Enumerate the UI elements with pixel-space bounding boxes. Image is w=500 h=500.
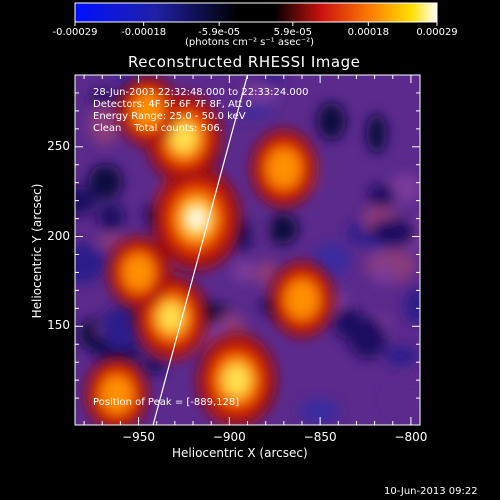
solar-limb-line <box>152 75 249 425</box>
chart-title: Reconstructed RHESSI Image <box>128 53 361 71</box>
source-core <box>171 123 197 153</box>
y-tick-label: 200 <box>47 228 70 243</box>
source-inner <box>267 148 301 188</box>
colorbar-tick-label: 5.9e-05 <box>273 27 312 38</box>
y-tick-label: 250 <box>47 138 70 153</box>
mottle-blob <box>88 164 123 200</box>
colorbar-tick-label: 0.00029 <box>416 27 458 38</box>
mottle-blob <box>372 263 395 285</box>
mottle-blob <box>387 173 420 204</box>
generated-date: 10-Jun-2013 09:22 <box>384 486 478 497</box>
source-inner <box>101 375 133 414</box>
source-core <box>223 364 250 396</box>
source-inner <box>285 280 319 319</box>
x-tick-label: −800 <box>394 430 428 444</box>
peak-position-label: Position of Peak = [-889,128] <box>93 397 240 408</box>
mottle-blob <box>244 83 279 104</box>
colorbar-tick-label: -0.00029 <box>52 27 98 38</box>
mottle-blob <box>385 380 420 418</box>
mottle-blob <box>97 203 125 231</box>
y-tick-label: 150 <box>47 318 70 333</box>
energy-range-label: Energy Range: 25.0 - 50.0 keV <box>93 111 246 122</box>
mottle-blob <box>75 186 97 216</box>
mottle-blob <box>312 243 350 277</box>
clean-counts-label: Clean Total counts: 506. <box>93 123 223 134</box>
y-axis-label: Heliocentric Y (arcsec) <box>30 183 44 319</box>
x-tick-label: −950 <box>122 430 156 444</box>
emission-sources <box>85 75 335 425</box>
colorbar-tick-label: -5.9e-05 <box>198 27 241 38</box>
mottle-blob <box>348 317 387 359</box>
mottle-blob <box>232 259 257 283</box>
x-tick-label: −900 <box>212 430 246 444</box>
mottle-blob <box>367 184 396 207</box>
colorbar <box>74 2 438 23</box>
detectors-label: Detectors: 4F 5F 6F 7F 8F, Att 0 <box>93 99 253 110</box>
colorbar-tick-label: -0.00018 <box>121 27 167 38</box>
mottle-blob <box>370 218 418 247</box>
mottle-blob <box>404 288 420 324</box>
source-inner <box>132 93 163 129</box>
source-inner <box>123 254 154 291</box>
mottle-blob <box>254 260 279 287</box>
time-range-label: 28-Jun-2003 22:32:48.000 to 22:33:24.000 <box>93 87 309 98</box>
mottle-blob <box>88 103 122 146</box>
mottle-blob <box>141 357 167 375</box>
mottle-blob <box>266 213 299 245</box>
source-core <box>159 303 183 332</box>
colorbar-tick-label: 0.00018 <box>347 27 390 38</box>
mottle-blob <box>75 243 106 283</box>
mottle-blob <box>317 102 346 140</box>
mottle-blob <box>366 113 387 154</box>
colorbar-ticks <box>74 22 438 26</box>
mottle-blob <box>299 398 340 425</box>
mottle-blob <box>101 306 141 350</box>
x-axis-label: Heliocentric X (arcsec) <box>172 446 308 460</box>
colorbar-unit-label: (photons cm⁻² s⁻¹ asec⁻²) <box>185 37 315 48</box>
source-peak <box>189 209 204 228</box>
axis-ticks <box>75 74 420 425</box>
x-tick-label: −850 <box>303 430 337 444</box>
mottle-blob <box>384 346 418 366</box>
